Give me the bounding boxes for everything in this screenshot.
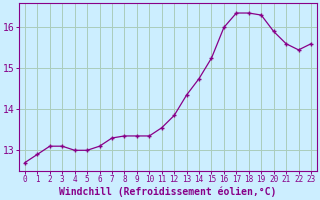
X-axis label: Windchill (Refroidissement éolien,°C): Windchill (Refroidissement éolien,°C) xyxy=(59,187,277,197)
